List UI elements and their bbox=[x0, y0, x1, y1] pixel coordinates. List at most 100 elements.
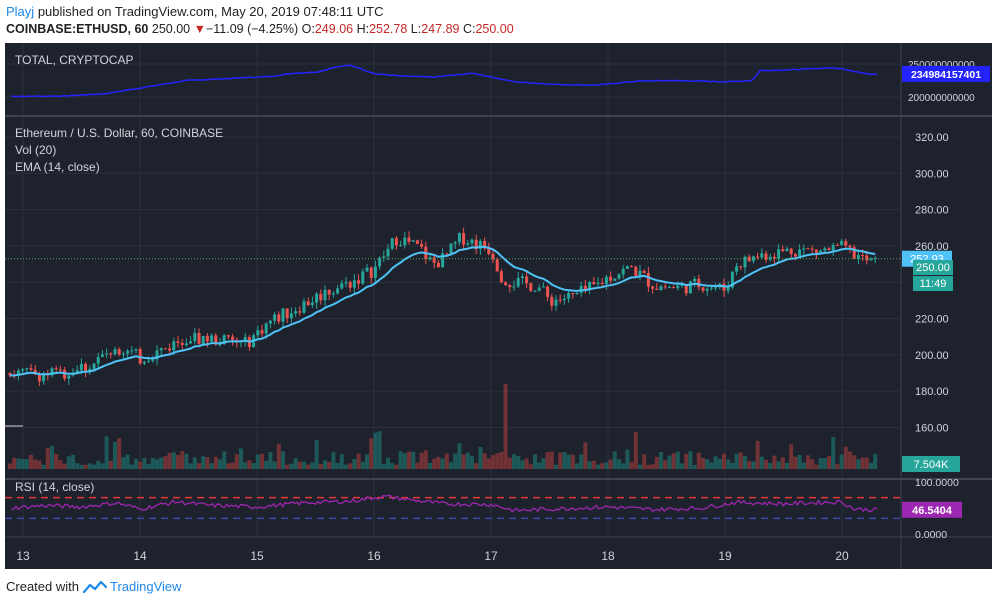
rsi-line bbox=[11, 494, 878, 513]
volume-bar bbox=[134, 458, 138, 469]
candle-body bbox=[688, 281, 692, 294]
candle-body bbox=[751, 256, 755, 262]
volume-bar bbox=[390, 462, 395, 469]
last-price: 250.00 bbox=[151, 22, 191, 36]
candle-body bbox=[474, 239, 478, 250]
volume-bar bbox=[869, 462, 873, 469]
volume-bar bbox=[360, 461, 365, 469]
volume-bar bbox=[339, 454, 344, 469]
candle-body bbox=[655, 288, 659, 291]
volume-bar bbox=[587, 461, 592, 469]
volume-bar bbox=[159, 457, 164, 469]
volume-bar bbox=[583, 442, 588, 469]
candle-body bbox=[495, 259, 499, 272]
candle-body bbox=[142, 361, 146, 364]
candle-body bbox=[277, 314, 281, 322]
candle-body bbox=[525, 276, 529, 284]
candle-body bbox=[630, 266, 634, 268]
volume-bar bbox=[226, 463, 231, 469]
close-label: C: bbox=[462, 22, 476, 36]
candle-body bbox=[709, 287, 713, 289]
candle-body bbox=[457, 233, 461, 243]
candle-body bbox=[478, 240, 482, 250]
candle-body bbox=[663, 286, 667, 288]
candle-body bbox=[533, 290, 537, 292]
volume-bar bbox=[579, 454, 584, 469]
tradingview-brand-link[interactable]: TradingView bbox=[109, 579, 182, 594]
volume-bar bbox=[41, 464, 46, 469]
volume-bar bbox=[491, 455, 495, 469]
volume-badge bbox=[902, 456, 960, 472]
candle-body bbox=[642, 270, 646, 274]
created-with-text: Created with bbox=[6, 579, 79, 594]
open-value: 249.06 bbox=[314, 22, 354, 36]
volume-bar bbox=[75, 463, 80, 469]
volume-indicator-label: Vol (20) bbox=[15, 143, 56, 157]
volume-bar bbox=[184, 453, 189, 469]
volume-bar bbox=[264, 460, 269, 469]
chart-background bbox=[5, 43, 992, 569]
candle-body bbox=[445, 253, 449, 255]
volume-bar bbox=[117, 438, 122, 469]
candle-body bbox=[583, 285, 587, 290]
volume-bar bbox=[801, 462, 806, 469]
candle-body bbox=[42, 374, 46, 382]
volume-bar bbox=[436, 456, 441, 469]
volume-bar bbox=[701, 457, 705, 469]
volume-bar bbox=[440, 458, 445, 469]
candle-body bbox=[302, 301, 306, 313]
volume-bar bbox=[503, 384, 508, 469]
volume-bar bbox=[247, 460, 252, 469]
candle-body bbox=[260, 330, 264, 334]
volume-bar bbox=[860, 457, 865, 469]
candle-body bbox=[604, 276, 608, 285]
volume-bar bbox=[201, 456, 206, 469]
candle-body bbox=[491, 253, 495, 260]
volume-bar bbox=[260, 453, 264, 469]
volume-bar bbox=[709, 462, 714, 469]
candle-body bbox=[420, 243, 424, 247]
candle-body bbox=[772, 256, 776, 259]
volume-bar bbox=[386, 457, 390, 469]
volume-bar bbox=[507, 457, 512, 469]
candle-body bbox=[285, 308, 289, 319]
candle-body bbox=[289, 313, 293, 319]
volume-bar bbox=[37, 460, 42, 469]
candle-body bbox=[336, 288, 340, 294]
total-cryptocap-line bbox=[11, 64, 878, 98]
ema-indicator-label: EMA (14, close) bbox=[15, 160, 100, 174]
author-link[interactable]: Playj bbox=[6, 4, 35, 19]
candle-body bbox=[537, 287, 541, 291]
candle-body bbox=[453, 242, 457, 244]
volume-bar bbox=[545, 452, 550, 469]
candle-body bbox=[659, 286, 663, 291]
candle-body bbox=[176, 341, 180, 343]
tradingview-chart[interactable]: TOTAL, CRYPTOCAP 250000000000 200000000000… bbox=[5, 43, 992, 569]
volume-bar bbox=[150, 457, 155, 469]
candle-body bbox=[777, 249, 781, 259]
candle-body bbox=[218, 344, 222, 346]
candle-body bbox=[869, 258, 873, 261]
volume-bar bbox=[377, 431, 382, 469]
price-y-tick-label: 200.00 bbox=[915, 350, 949, 362]
candle-body bbox=[37, 374, 41, 382]
candle-body bbox=[298, 311, 302, 313]
volume-bar bbox=[461, 454, 466, 469]
time-axis-label: 14 bbox=[133, 549, 147, 563]
volume-bar bbox=[852, 455, 857, 469]
candle-body bbox=[352, 280, 356, 288]
candle-body bbox=[50, 368, 54, 376]
volume-bar bbox=[600, 463, 605, 469]
candle-body bbox=[319, 293, 323, 301]
volume-badge-label: 7.504K bbox=[914, 459, 950, 471]
total-value-badge bbox=[902, 65, 990, 82]
candle-body bbox=[466, 243, 470, 245]
total-pane-title: TOTAL, CRYPTOCAP bbox=[15, 53, 133, 67]
candle-body bbox=[214, 335, 218, 345]
volume-bar bbox=[495, 453, 500, 469]
time-axis-label: 17 bbox=[484, 549, 498, 563]
volume-bar bbox=[562, 452, 567, 469]
volume-bar bbox=[365, 454, 369, 469]
candle-body bbox=[243, 337, 247, 341]
volume-bar bbox=[617, 459, 621, 469]
